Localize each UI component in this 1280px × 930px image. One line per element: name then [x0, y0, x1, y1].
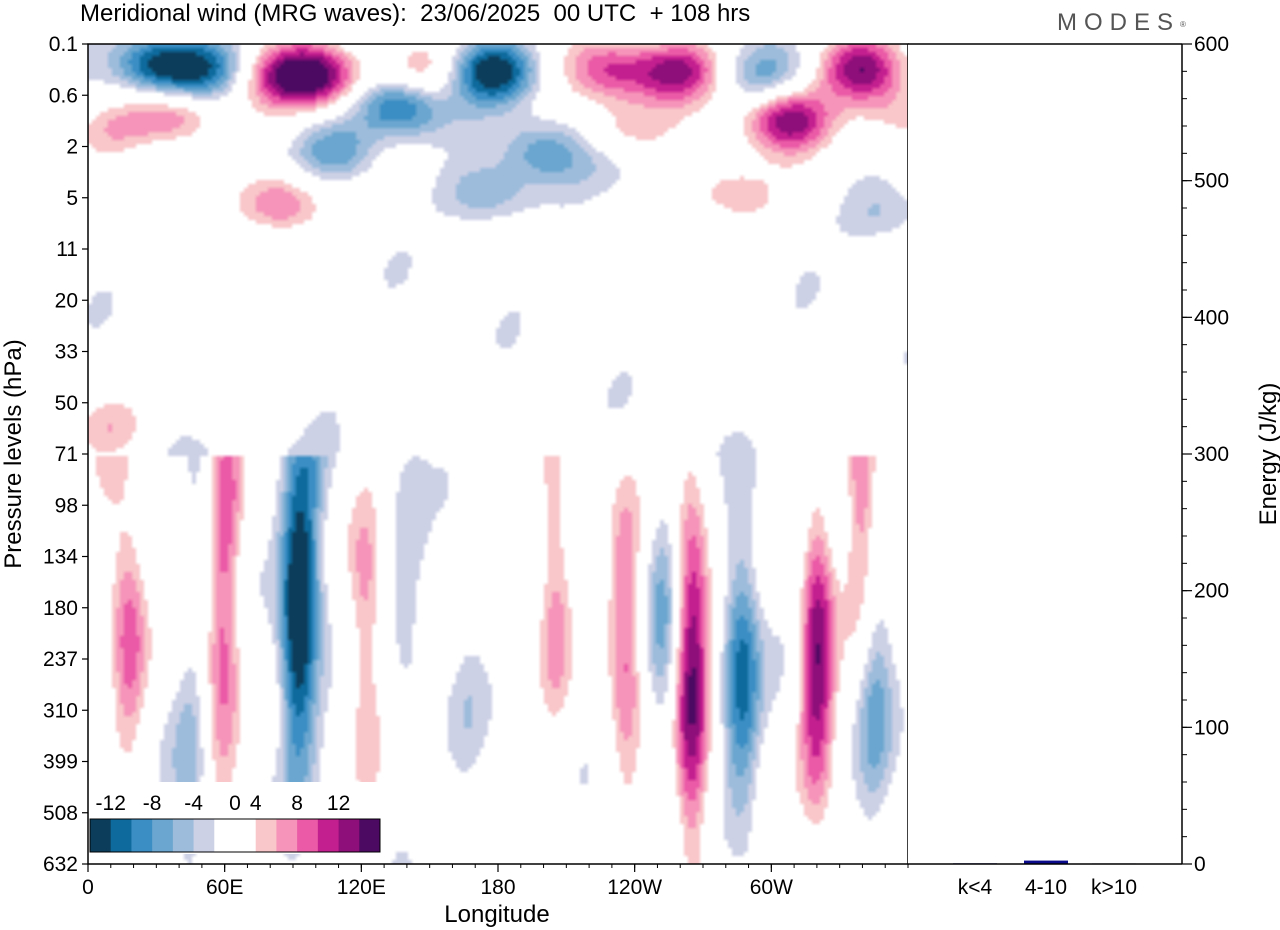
energy-axis-title: Energy (J/kg): [1255, 383, 1280, 526]
pressure-tick-label: 50: [55, 392, 78, 415]
wavenumber-axis: k<4 4-10 k>10: [958, 876, 1137, 899]
colorbar-swatch: [193, 819, 215, 852]
colorbar-swatch: [235, 819, 257, 852]
pressure-tick-label: 0.1: [49, 33, 78, 56]
colorbar-label: 12: [327, 792, 350, 815]
colorbar-swatch: [255, 819, 277, 852]
colorbar-frame: [89, 818, 381, 853]
longitude-tick-label: 120E: [337, 876, 386, 899]
colorbar-swatch: [338, 819, 360, 852]
pressure-tick-label: 180: [43, 597, 78, 620]
colorbar-swatch: [317, 819, 339, 852]
y-axis-title: Pressure levels (hPa): [0, 339, 27, 568]
colorbar-label: -8: [143, 792, 162, 815]
energy-tick-label: 300: [1194, 443, 1229, 466]
registered-mark: ®: [1180, 20, 1186, 29]
longitude-tick-label: 180: [480, 876, 515, 899]
energy-tick-label: 500: [1194, 170, 1229, 193]
colorbar-swatch: [276, 819, 298, 852]
wavenumber-label: k<4: [958, 876, 993, 899]
pressure-tick-label: 11: [56, 238, 78, 261]
colorbar-label: 4: [250, 792, 262, 815]
colorbar: -12 -8 -4 0 4 8 12: [88, 782, 382, 854]
colorbar-label: 0: [229, 792, 241, 815]
energy-tick-label: 400: [1194, 306, 1229, 329]
pressure-tick-label: 508: [43, 802, 78, 825]
pressure-tick-label: 310: [43, 699, 78, 722]
brand-logo: MODES®: [1057, 8, 1186, 38]
contour-plot-area: -12 -8 -4 0 4 8 12: [87, 43, 909, 865]
colorbar-swatch: [90, 819, 112, 852]
longitude-tick-label: 120W: [607, 876, 662, 899]
pressure-tick-label: 237: [43, 648, 78, 671]
pressure-tick-label: 98: [55, 494, 78, 517]
wind-contour-field: [88, 44, 908, 864]
colorbar-swatch: [131, 819, 153, 852]
pressure-tick-label: 33: [55, 341, 78, 364]
chart-title: Meridional wind (MRG waves): 23/06/2025 …: [80, 0, 751, 27]
x-axis-title: Longitude: [444, 901, 549, 928]
colorbar-swatch: [110, 819, 132, 852]
colorbar-swatch: [152, 819, 174, 852]
energy-panel: 0 100 200 300 400 500 600 k<4 4-10 k>10: [908, 33, 1229, 899]
pressure-tick-label: 134: [43, 546, 78, 569]
energy-tick-label: 200: [1194, 580, 1229, 603]
pressure-tick-label: 399: [43, 751, 78, 774]
colorbar-label: -12: [96, 792, 126, 815]
colorbar-swatch: [172, 819, 194, 852]
colorbar-label: -4: [184, 792, 203, 815]
longitude-tick-label: 60W: [750, 876, 793, 899]
energy-axis: 0 100 200 300 400 500 600: [1182, 33, 1229, 876]
energy-tick-label: 600: [1194, 33, 1229, 56]
longitude-tick-label: 0: [82, 876, 94, 899]
longitude-axis: 0 60E 120E 180 120W 60W: [82, 864, 909, 899]
colorbar-swatch: [297, 819, 319, 852]
pressure-tick-label: 5: [66, 187, 78, 210]
brand-text: MODES: [1057, 9, 1181, 36]
pressure-axis: 0.1 0.6 2 5 11 20 33 50 71 98 134 180 237 310 399 508 63…: [43, 33, 88, 876]
colorbar-swatch: [359, 819, 381, 852]
pressure-tick-label: 71: [55, 443, 78, 466]
energy-panel-background: [908, 44, 1182, 864]
pressure-tick-label: 632: [43, 853, 78, 876]
energy-tick-label: 0: [1194, 853, 1206, 876]
colorbar-swatch: [214, 819, 236, 852]
energy-tick-label: 100: [1194, 716, 1229, 739]
pressure-tick-label: 0.6: [49, 84, 78, 107]
wavenumber-label: 4-10: [1025, 876, 1067, 899]
pressure-tick-label: 2: [66, 136, 78, 159]
pressure-tick-label: 20: [55, 289, 78, 312]
longitude-tick-label: 60E: [206, 876, 243, 899]
colorbar-label: 8: [291, 792, 303, 815]
energy-bar: [1024, 860, 1068, 864]
wavenumber-label: k>10: [1091, 876, 1137, 899]
